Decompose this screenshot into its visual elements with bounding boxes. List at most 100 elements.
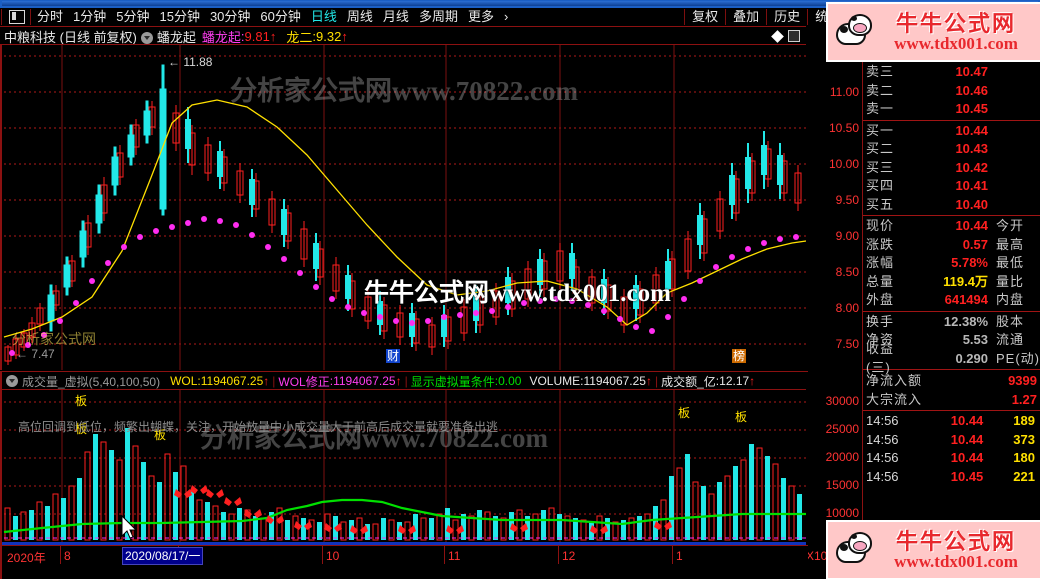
title-bar-inner — [2, 1, 1038, 6]
stat-label-price: 现价 — [866, 218, 895, 233]
tab-weekly[interactable]: 周线 — [346, 9, 373, 24]
header-icon-group — [771, 29, 806, 43]
volume-gridlines — [4, 401, 806, 515]
indicator-field-label-2: WOL修正 — [278, 374, 330, 389]
indicator-field-arrow-4: ↑ — [645, 374, 652, 388]
chevron-down-circle-icon[interactable] — [6, 375, 18, 387]
bid-row-2[interactable]: 买二 10.43 — [863, 140, 1040, 159]
sar-dots — [9, 216, 799, 356]
flow-value-block: 1.27 — [1011, 392, 1037, 407]
stat-value-eps: 0.290 — [955, 350, 988, 366]
price-tick: 11.00 — [829, 85, 859, 99]
volume-tick: 25000 — [825, 422, 859, 436]
site-logo-bottom: 牛牛公式网 www.tdx001.com — [826, 520, 1040, 579]
quote-divider — [863, 410, 1040, 411]
tab-more[interactable]: 更多 — [467, 9, 494, 24]
tab-15min[interactable]: 15分钟 — [159, 9, 200, 24]
ask-row-1[interactable]: 卖一 10.45 — [863, 100, 1040, 119]
square-icon[interactable] — [788, 30, 800, 42]
series-arrow-2: ↑ — [341, 28, 348, 44]
price-chart[interactable]: ← 11.88 ← 7.47 财 榜 分析家公式网www.70822.com 牛… — [0, 44, 808, 370]
bid-label-5: 买五 — [866, 196, 895, 212]
chevron-right-icon[interactable]: › — [503, 9, 509, 24]
bid-price-5: 10.40 — [955, 196, 988, 212]
quote-panel: 卖五 10.49 卖四 10.48 卖三 10.47 卖二 10.46 卖一 1… — [862, 26, 1040, 579]
tick-price: 10.45 — [950, 468, 984, 484]
toolbar-divider — [30, 9, 31, 25]
ask-row-2[interactable]: 卖二 10.46 — [863, 82, 1040, 101]
stat-label2-shares: 股本 — [996, 313, 1025, 329]
bid-row-3[interactable]: 买三 10.42 — [863, 159, 1040, 178]
tab-30min[interactable]: 30分钟 — [209, 9, 251, 24]
tick-time: 14:56 — [866, 468, 899, 484]
stat-row-eps: 收益(三) 0.290 PE(动) — [863, 341, 1040, 375]
ask-label-2: 卖二 — [866, 82, 895, 98]
flow-value-net: 9399 — [1008, 373, 1037, 388]
toolbar-divider — [766, 9, 768, 25]
tick-volume: 373 — [1013, 431, 1035, 447]
marker-bang[interactable]: 榜 — [732, 349, 747, 363]
logo-title: 牛牛公式网 — [895, 528, 1016, 554]
bid-price-4: 10.41 — [955, 178, 988, 193]
stat-row-outer: 外盘 641494 内盘 — [863, 291, 1040, 310]
indicator-header[interactable]: 成交量_虚拟(5,40,100,50) WOL: 1194067.25 ↑ | … — [0, 371, 808, 390]
marker-cai[interactable]: 财 — [386, 349, 401, 363]
ask-price-2: 10.46 — [955, 82, 988, 98]
tab-60min[interactable]: 60分钟 — [260, 9, 301, 24]
stat-label2-ratio: 量比 — [996, 273, 1025, 289]
panel-icon[interactable] — [9, 10, 25, 24]
tab-daily[interactable]: 日线 — [310, 9, 337, 24]
tab-5min[interactable]: 5分钟 — [116, 9, 150, 24]
bid-label-3: 买三 — [866, 159, 895, 175]
volume-chart-svg — [2, 390, 808, 546]
cow-icon — [830, 11, 872, 53]
tab-multi-period[interactable]: 多周期 — [418, 9, 458, 24]
stat-row-price: 现价 10.44 今开 — [863, 217, 1040, 236]
tick-time: 14:56 — [866, 413, 899, 428]
price-tick: 9.00 — [835, 229, 859, 243]
indicator-name: 蟠龙起 — [156, 29, 196, 45]
bid-label-1: 买一 — [866, 122, 895, 138]
toolbar-divider — [684, 9, 686, 25]
cow-icon — [830, 529, 872, 571]
low-price-label: ← 7.47 — [16, 347, 55, 361]
indicator-note: 高位回调到低位，频繁出蝴蝶，关注，开始放量中小成交量大于前高后成交量就要准备出逃 — [18, 420, 499, 434]
volume-tick: 20000 — [825, 450, 859, 464]
site-logo-top: 牛牛公式网 www.tdx001.com — [826, 2, 1040, 62]
logo-url: www.tdx001.com — [894, 33, 1018, 53]
quote-divider — [863, 369, 1040, 370]
indicator-field-value-4: 1194067.25 — [583, 374, 646, 388]
logo-title: 牛牛公式网 — [895, 10, 1016, 36]
volume-tick: 10000 — [825, 506, 859, 520]
bid-row-5[interactable]: 买五 10.40 — [863, 196, 1040, 215]
btn-fuquan[interactable]: 复权 — [692, 9, 719, 24]
indicator-field-arrow-1: ↑ — [263, 374, 270, 388]
btn-overlay[interactable]: 叠加 — [733, 9, 760, 24]
price-tick: 8.00 — [835, 301, 859, 315]
tab-monthly[interactable]: 月线 — [382, 9, 409, 24]
ask-price-1: 10.45 — [955, 101, 988, 116]
stock-header: 中粮科技 (日线 前复权) 蟠龙起 蟠龙起 : 9.81 ↑ 龙二 : 9.32… — [0, 26, 806, 45]
tab-fenshi[interactable]: 分时 — [37, 9, 64, 24]
indicator-field-arrow-5: ↑ — [749, 374, 756, 388]
butterfly-markers — [174, 485, 672, 534]
tick-row: 14:56 10.45 221 — [863, 468, 1040, 487]
date-tick-11: 11 — [448, 549, 461, 563]
window-title-bar — [0, 0, 1040, 8]
date-axis[interactable]: 2020年 8 10 11 12 1 2020/08/17/一 — [0, 545, 808, 579]
series-arrow-1: ↑ — [269, 28, 277, 44]
volume-chart[interactable]: 板 板 板 板 板 分析家公式网www.70822.com — [0, 389, 808, 546]
chevron-down-circle-icon[interactable] — [140, 32, 153, 44]
bid-row-1[interactable]: 买一 10.44 — [863, 122, 1040, 141]
ask-row-3[interactable]: 卖三 10.47 — [863, 63, 1040, 82]
price-tick: 9.50 — [835, 193, 859, 207]
tick-row: 14:56 10.44 180 — [863, 449, 1040, 468]
diamond-icon[interactable] — [771, 29, 784, 43]
tab-1min[interactable]: 1分钟 — [73, 9, 107, 24]
stat-value-pct: 5.78% — [951, 255, 988, 270]
bar-label-ban-2: 板 — [75, 422, 88, 436]
bar-label-ban-5: 板 — [735, 410, 748, 424]
btn-history[interactable]: 历史 — [774, 9, 801, 24]
bid-label-2: 买二 — [866, 141, 895, 156]
bid-row-4[interactable]: 买四 10.41 — [863, 177, 1040, 196]
